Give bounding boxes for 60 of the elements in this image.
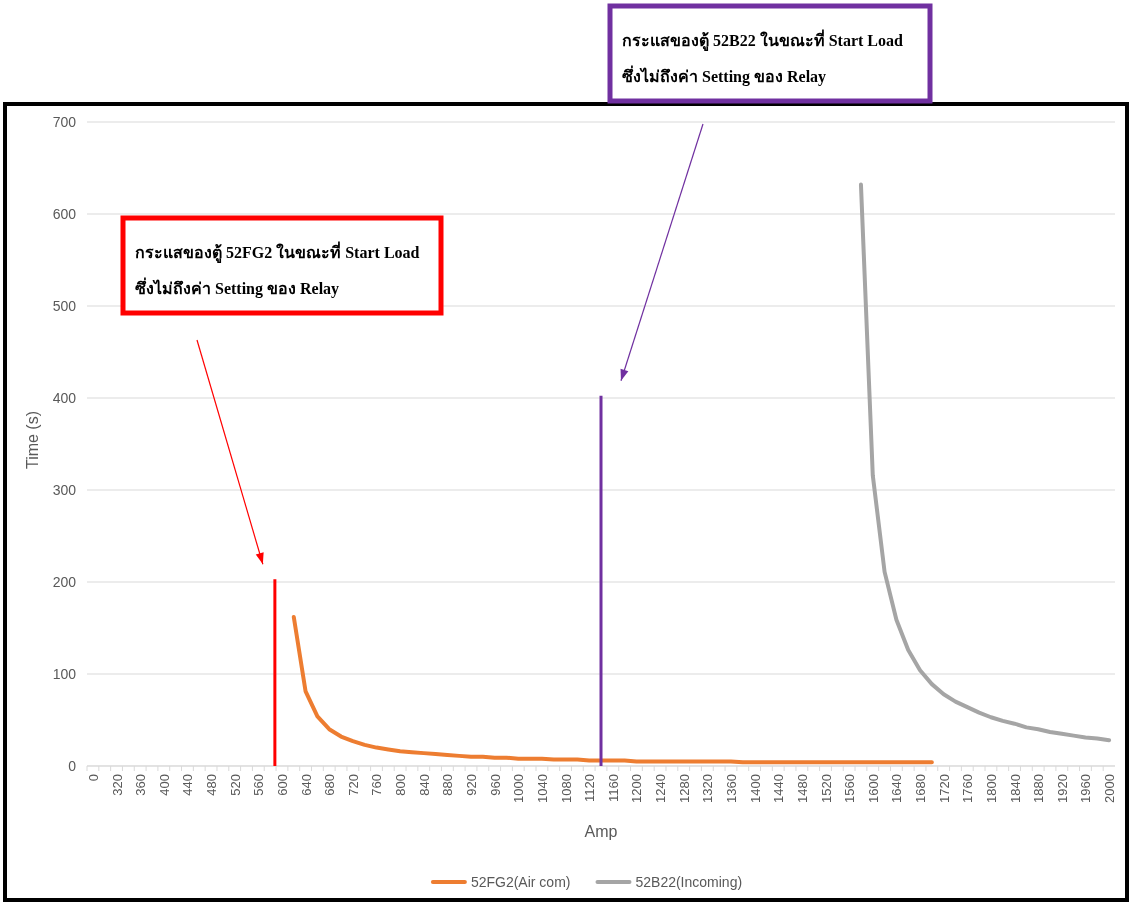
y-tick-label: 300 [52, 482, 77, 498]
x-tick-label: 1480 [794, 774, 810, 803]
y-tick-label: 500 [52, 298, 77, 314]
x-tick-label: 1600 [865, 774, 881, 803]
y-tick-label: 600 [52, 206, 77, 222]
line-series [291, 614, 934, 765]
annotation: กระแสของตู้ 52FG2 ในขณะที่ Start Load ซึ่งไม่ถึงค่า Setting ของ Relay [135, 241, 420, 298]
x-tick-label: 440 [180, 774, 196, 796]
x-tick-label: 1000 [511, 774, 527, 803]
x-tick-label: 960 [487, 774, 503, 796]
x-tick-label: 520 [227, 774, 243, 796]
x-tick-label: 1760 [960, 774, 976, 803]
x-tick-label: 1400 [747, 774, 763, 803]
x-tick-label: 1240 [653, 774, 669, 803]
x-tick-label: 1560 [842, 774, 858, 803]
x-tick-label: 600 [274, 774, 290, 796]
x-tick-label: 400 [156, 774, 172, 796]
x-tick-label: 1960 [1078, 774, 1094, 803]
x-tick-label: 880 [440, 774, 456, 796]
x-tick-label: 1320 [700, 774, 716, 803]
x-tick-label: 1040 [534, 774, 550, 803]
x-tick-label: 1840 [1007, 774, 1023, 803]
x-tick-label: 1120 [582, 774, 598, 802]
x-tick-label: 1360 [723, 774, 739, 803]
x-tick-label: 1920 [1054, 774, 1070, 803]
x-tick-label: 640 [298, 774, 314, 796]
x-tick-label: 1440 [771, 774, 787, 803]
x-axis-title: Amp [584, 823, 618, 840]
y-axis-title: Time (s) [24, 410, 41, 470]
x-tick-label: 480 [204, 774, 220, 796]
line-series [858, 182, 1112, 743]
x-tick-label: 0 [85, 774, 101, 782]
x-tick-label: 1880 [1031, 774, 1047, 803]
x-tick-label: 1800 [983, 774, 999, 803]
text: กระแสของตู้ 52B22 ในขณะที่ Start Load ซึ่งไม่ถึงค่า Setting ของ Relay [622, 29, 903, 86]
y-tick-label: 200 [52, 574, 77, 590]
x-tick-label: 760 [369, 774, 385, 796]
x-tick-label: 840 [416, 774, 432, 796]
x-tick-label: 1160 [605, 774, 621, 802]
x-tick-label: 1640 [889, 774, 905, 803]
x-tick-label: 560 [251, 774, 267, 796]
x-tick-label: 1280 [676, 774, 692, 803]
x-tick-label: 360 [133, 774, 149, 796]
x-tick-label: 680 [322, 774, 338, 796]
x-tick-label: 2000 [1102, 774, 1118, 803]
y-tick-label: 100 [52, 666, 77, 682]
x-tick-label: 1200 [629, 774, 645, 803]
y-tick-label: 400 [52, 390, 77, 406]
legend-label: 52FG2(Air com) [470, 874, 571, 890]
y-tick-label: 0 [68, 758, 77, 774]
x-tick-label: 1080 [558, 774, 574, 803]
legend-label: 52B22(Incoming) [635, 874, 743, 890]
x-tick-label: 1720 [936, 774, 952, 803]
x-tick-label: 1680 [913, 774, 929, 803]
x-tick-label: 1520 [818, 774, 834, 803]
x-tick-label: 720 [345, 774, 361, 796]
x-tick-label: 800 [393, 774, 409, 796]
y-tick-label: 700 [52, 114, 77, 130]
x-tick-label: 320 [109, 774, 125, 796]
x-tick-label: 920 [464, 774, 480, 796]
